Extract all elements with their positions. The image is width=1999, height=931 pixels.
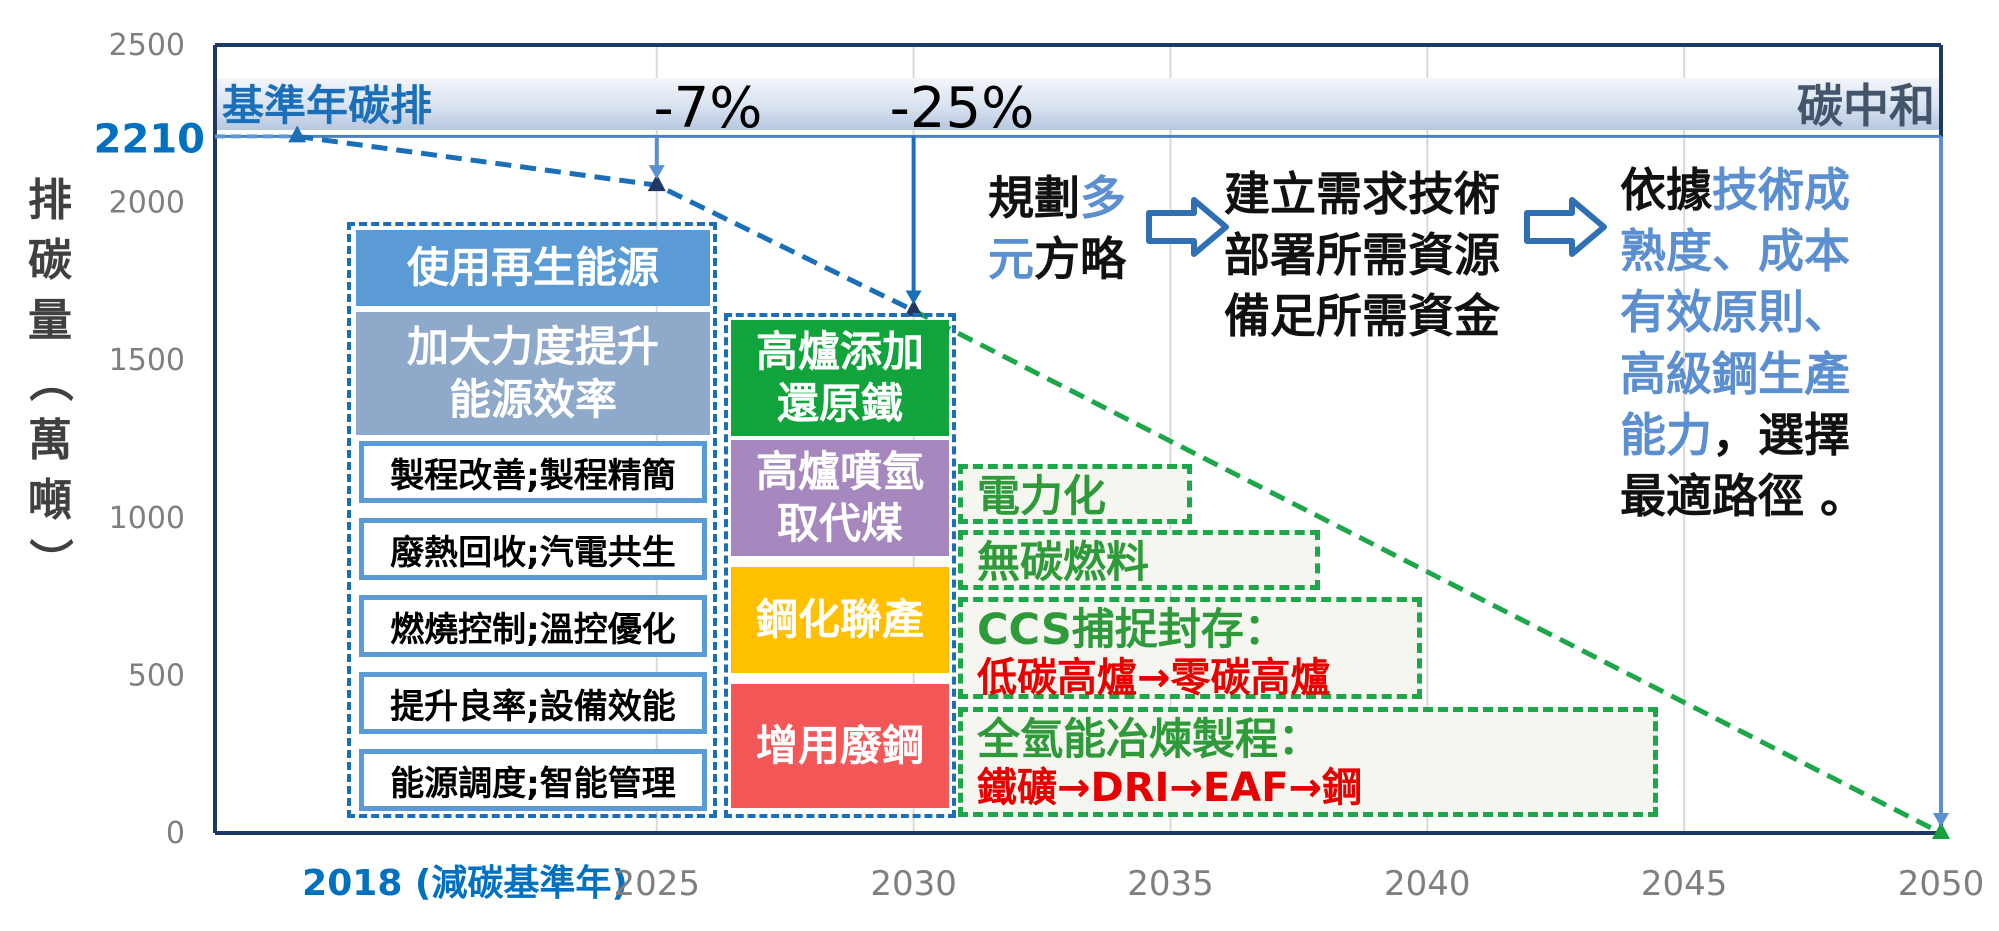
energy-measures-group — [347, 222, 717, 818]
y-axis-title-char: （ — [24, 358, 75, 402]
x-tick-label: 2045 — [1641, 864, 1728, 904]
y-axis-title-char: 噸 — [28, 475, 72, 526]
x-tick-label: 2050 — [1898, 864, 1985, 904]
strategy-step2: 建立需求技術部署所需資源備足所需資金 — [1224, 167, 1500, 344]
hydrogen-path: 鐵礦→DRI→EAF→鋼 — [977, 765, 1363, 812]
y-axis-title-char: 萬 — [28, 415, 72, 466]
y-axis-title-char: 碳 — [28, 235, 73, 286]
x-tick-label: 2030 — [870, 864, 957, 904]
x-tick-label: 2040 — [1384, 864, 1471, 904]
baseline-value-label: 2210 — [94, 116, 205, 162]
data-point — [647, 174, 666, 192]
annotations: 2210 基準年碳排 -7% -25% 碳中和 — [94, 76, 1949, 827]
arrow-head-2025 — [648, 165, 665, 180]
electrification-bar: 電力化 — [958, 464, 1192, 524]
ccs-path: 低碳高爐→零碳高爐 — [977, 655, 1331, 702]
arrow-head-2030 — [905, 290, 922, 305]
y-tick-label: 1000 — [109, 501, 185, 536]
right-arrow-icon — [1524, 197, 1607, 257]
x-tick-label: 2018 (減碳基準年) — [302, 863, 628, 904]
y-axis-title-char: ） — [24, 538, 75, 582]
data-point — [904, 299, 923, 317]
series — [215, 125, 1950, 839]
right-arrow-icon — [1146, 197, 1229, 257]
hydrogen-process-bar: 全氫能冶煉製程： 鐵礦→DRI→EAF→鋼 — [958, 707, 1658, 817]
measure-item: 提升良率;設備效能 — [359, 672, 707, 734]
process-group — [724, 313, 956, 818]
baseline-label: 基準年碳排 — [222, 81, 432, 130]
arrow-head-2050 — [1933, 813, 1949, 827]
energy-efficiency-box: 加大力度提升能源效率 — [356, 312, 710, 435]
reduction-2025-label: -7% — [653, 76, 762, 141]
joint-production-box: 鋼化聯產 — [731, 567, 949, 673]
y-axis-title-char: 量 — [28, 295, 72, 346]
scrap-steel-box: 增用廢鋼 — [731, 684, 949, 808]
y-tick-label: 2500 — [109, 28, 185, 63]
carbon-free-fuel-bar: 無碳燃料 — [958, 530, 1320, 590]
x-tick-label: 2035 — [1127, 864, 1214, 904]
strategy-step3: 依據技術成熟度、成本有效原則、高級鋼生產能力，選擇最適路徑 。 — [1620, 163, 1867, 523]
axis-labels: 0 500 1000 1500 2000 2500 2018 (減碳基準年)2025 2030… — [24, 28, 1984, 904]
data-point — [288, 125, 307, 143]
renewable-energy-box: 使用再生能源 — [356, 230, 710, 306]
y-tick-label: 1500 — [109, 343, 185, 378]
y-tick-label: 0 — [166, 816, 185, 851]
data-point — [1932, 822, 1950, 839]
y-tick-label: 2000 — [109, 186, 185, 221]
hydrogen-iron-box: 高爐添加還原鐵 — [731, 320, 949, 436]
strategy-step1: 規劃多 元方略 — [988, 171, 1126, 287]
y-axis-title-char: 排 — [28, 175, 72, 226]
hydrogen-coal-box: 高爐噴氫取代煤 — [731, 440, 949, 556]
baseline-band — [215, 78, 1940, 130]
measure-item: 燃燒控制;溫控優化 — [359, 595, 707, 657]
measure-item: 廢熱回收;汽電共生 — [359, 518, 707, 580]
reduction-2030-label: -25% — [890, 76, 1035, 141]
measure-item: 製程改善;製程精簡 — [359, 441, 707, 503]
y-tick-label: 500 — [128, 658, 185, 693]
ccs-bar: CCS捕捉封存： 低碳高爐→零碳高爐 — [958, 597, 1422, 702]
green-dashed-line — [912, 308, 1943, 836]
carbon-neutral-label: 碳中和 — [1797, 79, 1935, 133]
measure-item: 能源調度;智能管理 — [359, 749, 707, 811]
x-tick-label: 2025 — [614, 864, 701, 904]
